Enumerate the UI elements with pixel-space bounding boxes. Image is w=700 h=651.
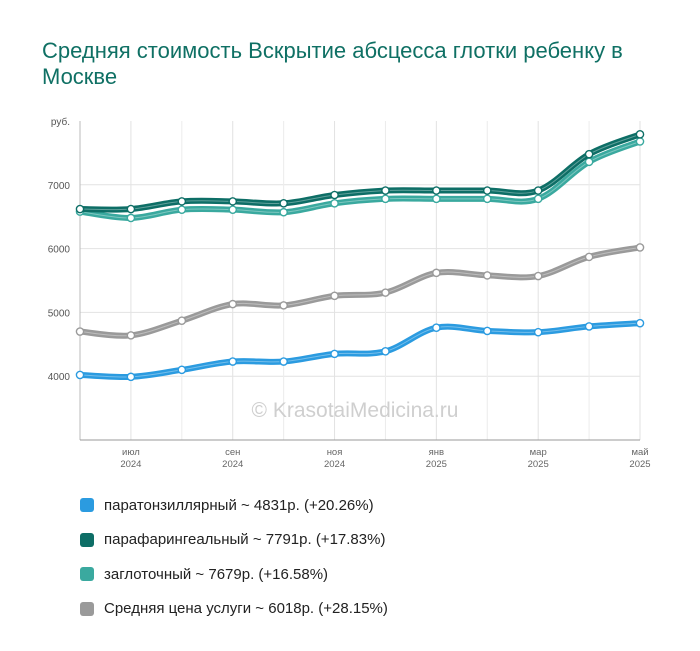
legend-label: паратонзиллярный ~ 4831р. (+20.26%) — [104, 496, 374, 514]
x-tick-year: 2024 — [120, 459, 141, 470]
data-point — [635, 243, 645, 252]
data-point — [228, 197, 238, 206]
y-tick-label: 6000 — [48, 245, 71, 256]
data-point — [584, 252, 594, 262]
data-point — [75, 204, 85, 214]
data-point — [177, 197, 187, 206]
data-point — [482, 271, 492, 280]
y-axis-unit: руб. — [51, 116, 70, 128]
x-tick-year: 2024 — [222, 459, 243, 470]
data-point — [177, 316, 187, 325]
chart-legend: паратонзиллярный ~ 4831р. (+20.26%) пара… — [80, 488, 388, 626]
data-point — [126, 213, 136, 223]
data-point — [126, 372, 136, 382]
data-point — [126, 204, 136, 214]
chart-title: Средняя стоимость Вскрытие абсцесса глот… — [42, 38, 623, 89]
data-point — [75, 327, 85, 336]
data-point — [482, 186, 492, 195]
legend-item-average-price[interactable]: Средняя цена услуги ~ 6018р. (+28.15%) — [80, 592, 388, 627]
data-point — [635, 318, 645, 328]
data-point — [330, 199, 339, 208]
data-point — [533, 186, 543, 195]
y-tick-label: 4000 — [48, 372, 71, 383]
data-point — [381, 186, 390, 195]
series-line-highlight — [79, 246, 641, 337]
data-point — [279, 357, 288, 366]
x-tick-month: сен — [225, 447, 240, 458]
legend-item-paratonsillar[interactable]: паратонзиллярный ~ 4831р. (+20.26%) — [80, 488, 388, 523]
data-point — [330, 190, 339, 200]
data-point — [330, 291, 339, 301]
data-point — [482, 326, 492, 336]
data-point — [381, 347, 390, 356]
x-tick-month: янв — [429, 447, 444, 458]
data-point — [533, 327, 543, 337]
y-tick-label: 7000 — [48, 181, 71, 192]
data-point — [177, 365, 187, 375]
data-point — [432, 268, 441, 278]
x-tick-month: ноя — [327, 447, 343, 458]
data-point — [635, 130, 645, 139]
data-point — [279, 301, 288, 310]
legend-label: парафарингеальный ~ 7791р. (+17.83%) — [104, 531, 386, 549]
legend-swatch — [80, 532, 94, 547]
x-tick-year: 2025 — [426, 459, 447, 470]
data-point — [279, 207, 288, 217]
legend-swatch — [80, 601, 94, 616]
data-point — [482, 194, 492, 204]
x-tick-year: 2025 — [528, 459, 549, 470]
series-line — [77, 320, 643, 381]
x-tick-month: мар — [530, 447, 547, 458]
watermark: © KrasotaiMedicina.ru — [252, 399, 459, 422]
legend-label: заглоточный ~ 7679р. (+16.58%) — [104, 565, 329, 583]
x-tick-year: 2025 — [629, 459, 650, 470]
data-point — [432, 323, 441, 333]
data-point — [279, 199, 288, 208]
legend-item-retropharyngeal[interactable]: заглоточный ~ 7679р. (+16.58%) — [80, 557, 388, 592]
data-point — [330, 349, 339, 359]
data-point — [381, 194, 390, 204]
legend-swatch — [80, 567, 94, 582]
data-point — [584, 149, 594, 159]
data-point — [381, 288, 390, 297]
data-point — [432, 186, 441, 195]
legend-item-parapharyngeal[interactable]: парафарингеальный ~ 7791р. (+17.83%) — [80, 523, 388, 558]
data-point — [228, 357, 238, 366]
data-point — [635, 137, 645, 146]
legend-label: Средняя цена услуги ~ 6018р. (+28.15%) — [104, 600, 388, 618]
line-chart: 4000500060007000руб.июл2024сен2024ноя202… — [48, 116, 651, 470]
data-point — [584, 322, 594, 331]
data-point — [75, 370, 85, 380]
data-point — [533, 271, 543, 281]
data-point — [584, 157, 594, 167]
data-point — [533, 194, 543, 204]
data-point — [177, 205, 187, 214]
data-point — [228, 205, 238, 214]
x-tick-year: 2024 — [324, 459, 345, 470]
legend-swatch — [80, 498, 94, 513]
y-tick-label: 5000 — [48, 308, 71, 319]
data-point — [126, 331, 136, 340]
data-point — [228, 299, 238, 309]
data-point — [432, 194, 441, 204]
series-line — [77, 244, 643, 339]
x-tick-month: июл — [122, 447, 140, 458]
x-tick-month: май — [631, 447, 648, 458]
